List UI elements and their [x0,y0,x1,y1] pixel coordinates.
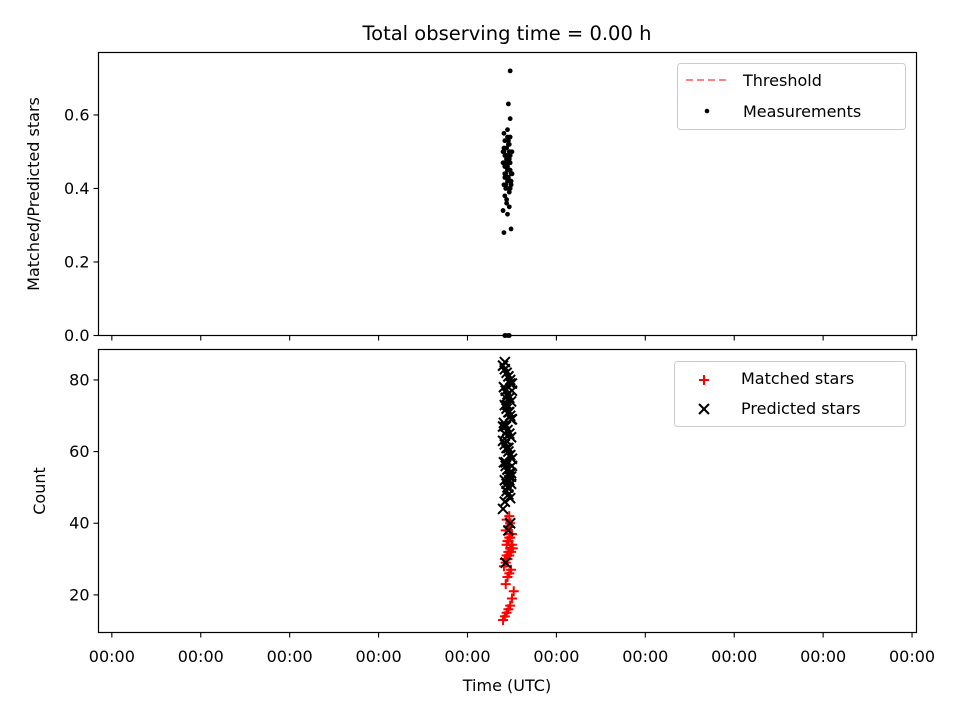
measurement-point [503,164,509,169]
measurement-point [500,208,506,213]
measurements-legend-label: Measurements [743,102,861,121]
bottom-y-axis-label: Count [30,467,49,515]
measurement-point [502,153,508,158]
measurement-point [507,153,513,158]
matched-legend-label: Matched stars [741,369,854,388]
measurement-point [509,171,515,177]
measurement-point [509,149,515,155]
predicted-star-point [500,556,512,569]
bottom-legend: Matched stars Predicted stars [674,361,906,427]
measurement-point [506,141,512,147]
x-tick-label: 00:00 [533,647,579,666]
top-axes-frame [97,51,918,337]
bottom-y-tick-label: 60 [69,442,89,461]
measurement-point [502,193,508,199]
threshold-legend-label: Threshold [742,71,822,90]
measurement-point [506,189,512,195]
measurement-point [503,171,509,177]
x-tick-label: 00:00 [711,647,757,666]
bottom-legend-box [674,361,906,427]
bottom-y-tick-label: 20 [69,585,89,604]
measurement-point [501,182,507,188]
measurement-point [505,167,511,173]
measurement-point [505,127,510,133]
x-tick-label: 00:00 [889,647,935,666]
measurement-point [501,230,507,235]
chart-title: Total observing time = 0.00 h [362,22,652,45]
matched-legend-marker [699,375,709,385]
predicted-legend-marker [698,403,710,415]
bottom-axes-frame [97,348,918,634]
measurement-point [507,134,513,140]
x-tick-label: 00:00 [622,647,668,666]
matched-star-point [508,586,519,597]
x-tick-label: 00:00 [800,647,846,666]
predicted-star-point [504,449,516,461]
measurement-point [508,182,514,188]
measurement-point [508,178,514,184]
top-y-tick-label: 0.0 [64,326,89,345]
bottom-x-ticks: 00:00 00:00 00:00 00:00 00:00 00:00 00:00 00:00… [89,632,935,666]
measurement-point [504,197,510,202]
bottom-y-tick-label: 40 [69,514,89,533]
matched-star-point [504,511,515,522]
predicted-legend-label: Predicted stars [741,399,861,418]
measurement-point [506,204,512,210]
top-y-tick-label: 0.6 [64,105,89,124]
x-tick-label: 00:00 [178,647,224,666]
matched-star-point [505,600,516,611]
top-x-ticks [111,335,913,341]
measurement-point [505,156,510,162]
top-panel: 0.0 0.2 0.4 0.6 Matched/Predicted stars Thr… [24,51,918,345]
top-y-tick-label: 0.4 [64,179,89,198]
measurement-point [507,68,513,74]
bottom-y-tick-label: 80 [69,370,89,389]
measurement-point [502,138,508,144]
measurement-point [504,145,510,151]
predicted-star-point [499,356,511,368]
bottom-y-ticks: 20 40 60 80 [69,370,99,604]
predicted-star-point [506,460,518,472]
predicted-star-point [502,524,515,537]
top-y-axis-label: Matched/Predicted stars [24,97,43,291]
measurement-point [508,226,514,232]
measurement-point [501,130,507,136]
predicted-star-point [504,492,516,504]
measurement-point [507,186,513,191]
predicted-star-point [497,503,509,515]
matched-star-point [500,579,511,590]
measurement-point [504,200,510,206]
measurement-point [504,175,510,180]
x-tick-label: 00:00 [89,647,135,666]
measurements-legend-marker [704,108,710,114]
matched-star-point [506,593,517,604]
top-plot-area [500,68,515,338]
measurement-point [505,101,511,107]
measurement-point [507,116,513,122]
x-tick-label: 00:00 [356,647,402,666]
bottom-plot-area [497,356,519,625]
top-legend-box [677,63,906,130]
x-tick-label: 00:00 [267,647,313,666]
matched-star-point [506,564,517,575]
top-y-tick-label: 0.2 [64,252,89,271]
x-tick-label: 00:00 [444,647,490,666]
top-y-ticks: 0.0 0.2 0.4 0.6 [64,105,99,345]
measurement-point [501,149,507,155]
measurement-point [502,160,508,166]
x-axis-label: Time (UTC) [462,676,551,695]
top-legend: Threshold Measurements [677,63,906,130]
measurement-point [505,138,511,144]
measurement-point [507,160,513,166]
measurement-point [505,211,510,217]
